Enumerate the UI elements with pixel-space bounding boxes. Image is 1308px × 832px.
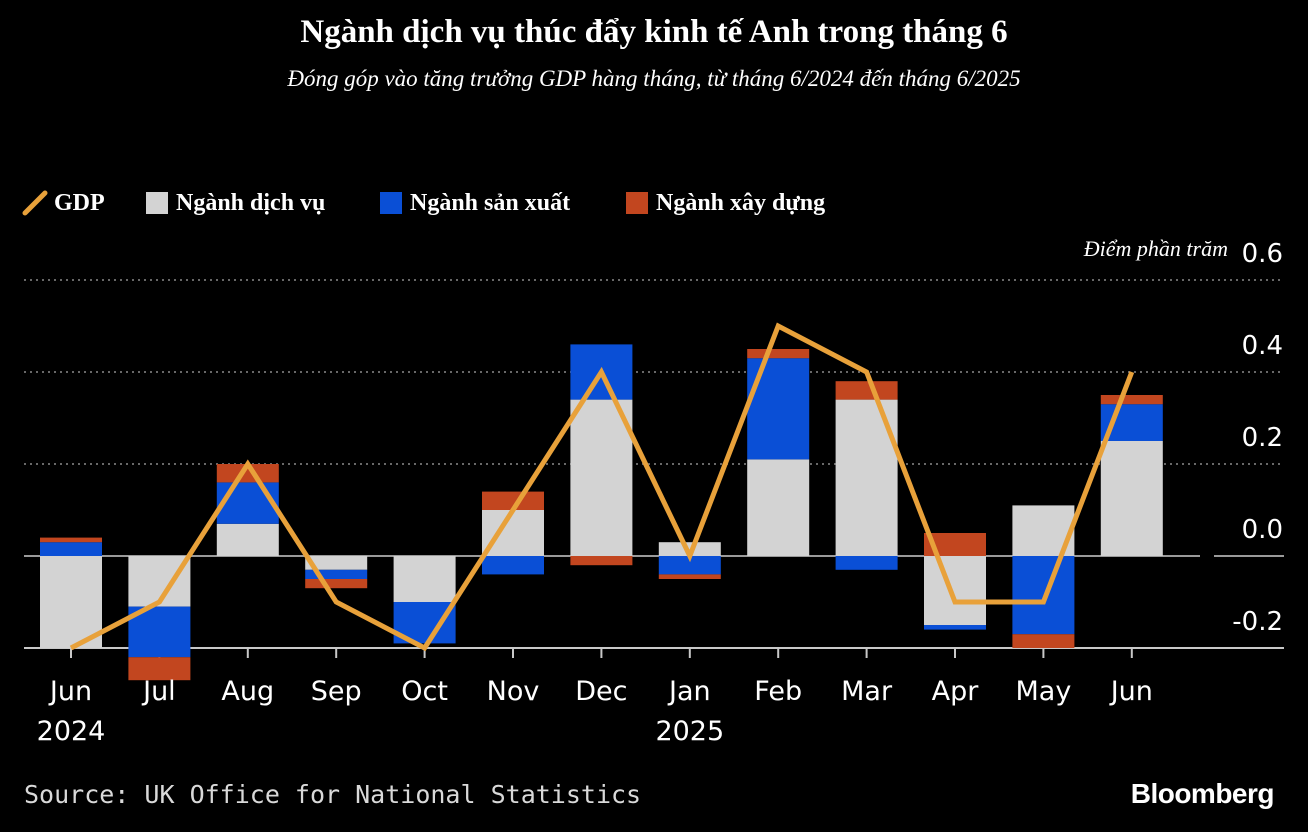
- bar-production: [747, 358, 810, 460]
- bar-construction: [305, 579, 368, 589]
- legend-item-services: Ngành dịch vụ: [146, 186, 325, 220]
- bar-services: [1100, 441, 1163, 556]
- bar-construction: [835, 381, 898, 400]
- bloomberg-logo: Bloomberg: [1130, 778, 1275, 809]
- bar-construction: [40, 537, 102, 543]
- y-tick-label: 0.0: [1242, 515, 1283, 545]
- construction-swatch-icon: [626, 192, 648, 214]
- y-tick-label: 0.4: [1242, 331, 1283, 361]
- gdp-line-swatch-icon: [22, 190, 48, 216]
- bar-production: [658, 556, 721, 575]
- bar-construction: [482, 491, 544, 510]
- y-axis-unit-label: Điểm phần trăm: [1083, 236, 1228, 261]
- bar-production: [835, 556, 898, 570]
- x-tick-label: Jul: [141, 676, 176, 707]
- bar-production: [216, 482, 279, 524]
- chart-subtitle: Đóng góp vào tăng trưởng GDP hàng tháng,…: [287, 66, 1021, 91]
- bar-production: [305, 569, 368, 579]
- bar-services: [747, 459, 810, 556]
- legend-label-production: Ngành sản xuất: [410, 189, 571, 216]
- y-tick-label: -0.2: [1232, 607, 1283, 637]
- year-label: 2024: [37, 716, 106, 747]
- bar-construction: [1100, 395, 1163, 405]
- bar-services: [570, 399, 633, 556]
- bar-services: [482, 510, 544, 556]
- bar-services: [924, 556, 986, 625]
- bar-construction: [747, 349, 810, 359]
- bar-services: [393, 556, 456, 602]
- x-tick-label: Dec: [575, 676, 627, 707]
- bar-construction: [570, 556, 633, 566]
- x-tick-label: Feb: [754, 676, 802, 707]
- bar-services: [40, 556, 102, 648]
- x-tick-label: Aug: [221, 676, 274, 707]
- chart-title: Ngành dịch vụ thúc đẩy kinh tế Anh trong…: [300, 14, 1008, 50]
- bar-construction: [216, 464, 279, 483]
- bar-services: [305, 556, 368, 570]
- chart-plot: -0.2 0.0 0.2 0.4 0.6 Jun Jul Aug Sep Oct Nov Dec Jan…: [24, 239, 1284, 747]
- legend-label-services: Ngành dịch vụ: [176, 189, 326, 216]
- x-tick-label: Mar: [841, 676, 893, 707]
- x-tick-label: May: [1015, 676, 1071, 707]
- bar-construction: [924, 533, 986, 556]
- x-tick-label: Nov: [487, 676, 540, 707]
- x-tick-label: Sep: [311, 676, 362, 707]
- bar-construction: [1012, 634, 1075, 648]
- x-tick-label: Jun: [1109, 676, 1153, 707]
- bar-production: [924, 625, 986, 630]
- x-tick-label: Oct: [401, 676, 448, 707]
- legend-label-gdp: GDP: [54, 189, 105, 216]
- services-swatch-icon: [146, 192, 168, 214]
- bar-services: [216, 523, 279, 556]
- legend-item-production: Ngành sản xuất: [380, 186, 570, 220]
- bar-production: [40, 542, 102, 556]
- year-label: 2025: [655, 716, 724, 747]
- x-tick-label: Jan: [667, 676, 711, 707]
- legend-item-gdp: GDP: [22, 186, 105, 220]
- x-tick-label: Jun: [48, 676, 92, 707]
- source-note: Source: UK Office for National Statistic…: [24, 780, 642, 809]
- legend-item-construction: Ngành xây dựng: [626, 186, 825, 220]
- legend-label-construction: Ngành xây dựng: [656, 189, 826, 216]
- x-tick-label: Apr: [932, 676, 980, 707]
- y-tick-label: 0.6: [1242, 239, 1283, 269]
- bar-construction: [128, 657, 191, 681]
- production-swatch-icon: [380, 192, 402, 214]
- bar-construction: [658, 574, 721, 579]
- bar-production: [482, 556, 544, 575]
- y-tick-label: 0.2: [1242, 423, 1283, 453]
